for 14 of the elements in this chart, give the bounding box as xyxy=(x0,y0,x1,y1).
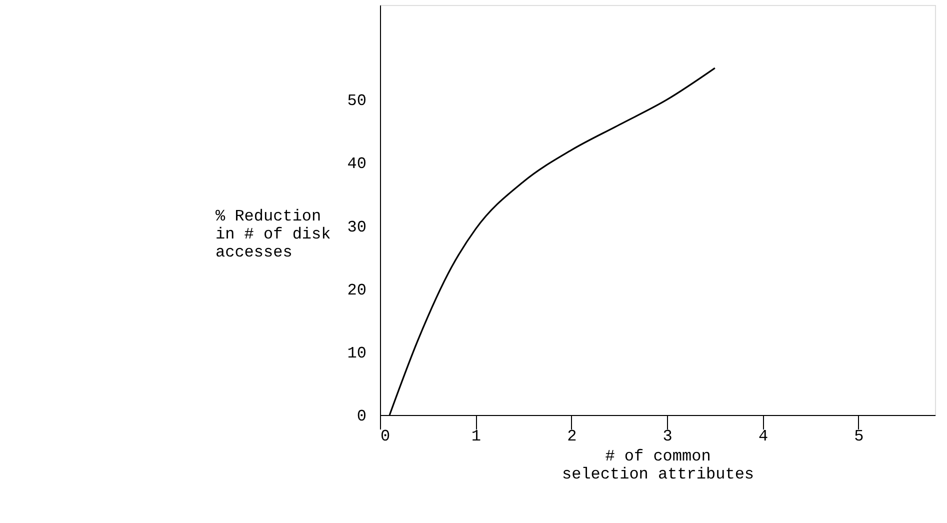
y-tick-label: 0 xyxy=(356,408,366,426)
y-tick-label: 30 xyxy=(347,218,366,236)
x-tick-label: 3 xyxy=(662,428,672,446)
x-axis-title: # of common selection attributes xyxy=(562,448,754,484)
x-tick-label: 4 xyxy=(758,428,768,446)
x-tick-label: 1 xyxy=(471,428,481,446)
y-tick-label: 20 xyxy=(347,281,366,300)
x-tick-label: 5 xyxy=(854,428,864,446)
x-tick-label: 2 xyxy=(567,428,577,446)
y-tick-label: 50 xyxy=(347,92,366,110)
y-axis-title: % Reduction in # of disk accesses xyxy=(216,208,331,262)
y-tick-label: 40 xyxy=(347,155,366,174)
y-tick-label: 10 xyxy=(347,344,366,362)
x-tick-label: 0 xyxy=(380,428,390,446)
